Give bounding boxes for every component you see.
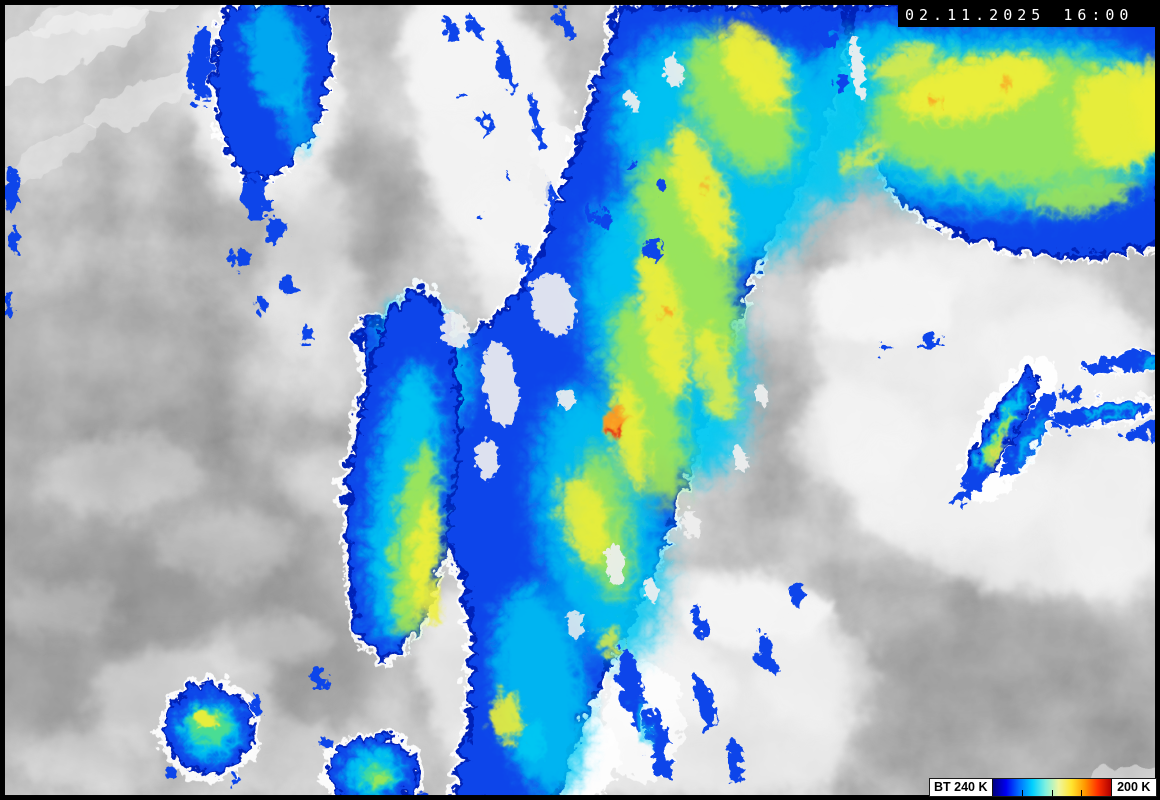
top-right-cold-mass xyxy=(809,2,1158,254)
timestamp-time: 16:00 xyxy=(1063,6,1134,24)
colorbar-gradient xyxy=(991,779,1112,796)
colorbar-legend: BT 240 K 200 K xyxy=(929,778,1157,797)
main-diagonal-band xyxy=(356,2,852,798)
timestamp-date: 02.11.2025 xyxy=(905,6,1046,24)
bottom-left-cold-blob-2 xyxy=(303,665,424,798)
right-mid-cold-streaks xyxy=(949,368,1054,501)
colorbar-max-label: 200 K xyxy=(1117,780,1151,794)
warm-islands xyxy=(439,32,863,635)
left-vertical-cold-band xyxy=(341,284,457,656)
timestamp-overlay: 02.11.2025 16:00 xyxy=(898,3,1157,27)
bottom-center-cold-fragments xyxy=(515,577,800,784)
top-center-cold-cluster xyxy=(184,2,327,339)
bottom-left-cold-blob-1 xyxy=(158,679,258,782)
colorbar-min-label: BT 240 K xyxy=(934,780,988,794)
right-edge-cold-streaks xyxy=(872,332,1158,436)
